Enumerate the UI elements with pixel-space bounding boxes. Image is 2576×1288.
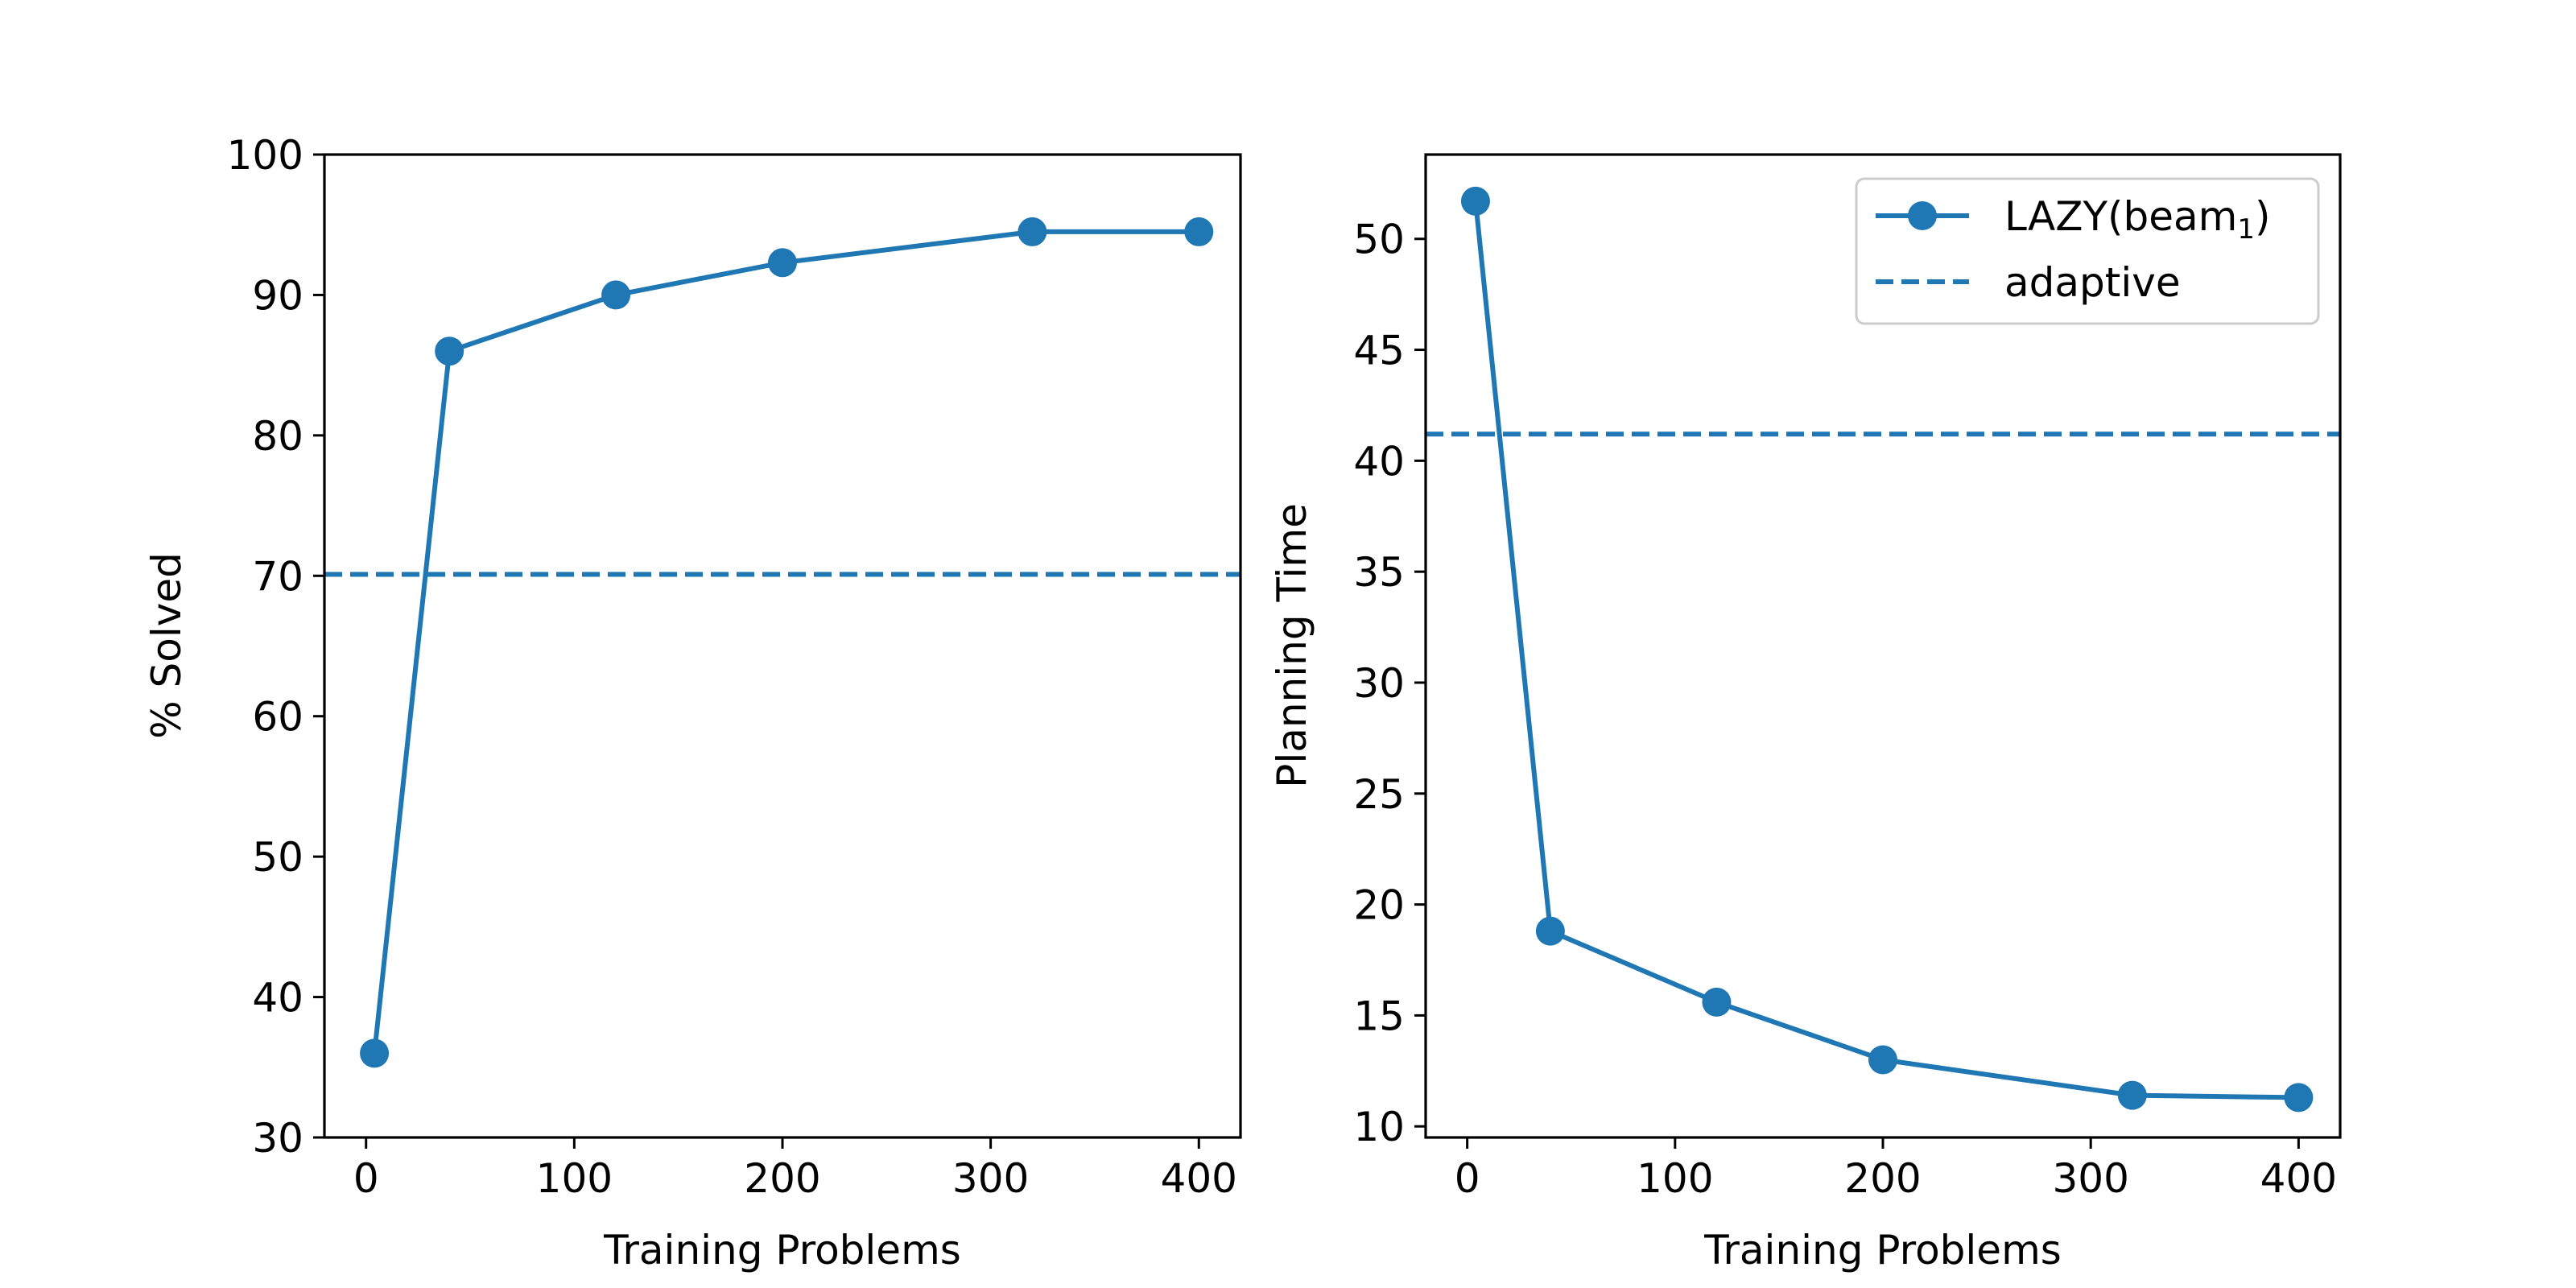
legend-label-lazy-beam-subscript: 1 <box>2237 213 2255 246</box>
data-point-time-5 <box>2284 1083 2314 1113</box>
y-tick-label-time-25: 25 <box>1353 771 1405 818</box>
data-point-solved-1 <box>435 336 464 366</box>
y-tick-label-time-50: 50 <box>1353 217 1405 263</box>
legend-label-lazy-beam-suffix: ) <box>2255 193 2271 240</box>
legend-marker-lazy-beam <box>1908 201 1937 230</box>
x-axis-label-time: Training Problems <box>1703 1227 2062 1274</box>
legend-label-lazy-beam: LAZY(beam1) <box>2004 193 2271 246</box>
y-tick-label-time-15: 15 <box>1353 993 1405 1039</box>
y-tick-label-time-10: 10 <box>1353 1104 1405 1150</box>
data-point-time-4 <box>2117 1080 2147 1110</box>
x-tick-label-time-100: 100 <box>1637 1155 1713 1202</box>
y-axis-label-solved: % Solved <box>143 552 190 739</box>
y-ticks-solved: 30 40 50 60 70 80 90 100 <box>227 132 324 1162</box>
legend-label-adaptive: adaptive <box>2004 259 2181 306</box>
series-line-time <box>1473 200 2299 1100</box>
data-point-time-1 <box>1535 916 1565 946</box>
series-line-solved <box>372 229 1199 1054</box>
y-tick-label-solved-80: 80 <box>252 413 303 460</box>
y-ticks-time: 10 15 20 25 30 35 40 45 50 <box>1353 217 1426 1150</box>
x-ticks-solved: 0 100 200 300 400 <box>353 1137 1237 1202</box>
x-tick-label-solved-300: 300 <box>952 1155 1029 1202</box>
x-tick-label-solved-200: 200 <box>744 1155 820 1202</box>
data-point-time-0 <box>1460 186 1490 216</box>
x-axis-label-solved: Training Problems <box>603 1227 961 1274</box>
chart-planning-time: 0 100 200 300 400 10 15 20 25 30 35 40 45 50 Trainin… <box>1269 153 2342 1274</box>
y-axis-label-time: Planning Time <box>1269 503 1315 788</box>
y-tick-label-solved-30: 30 <box>252 1115 303 1162</box>
data-point-time-2 <box>1702 987 1732 1017</box>
data-point-solved-0 <box>360 1038 390 1068</box>
data-point-time-3 <box>1868 1045 1897 1075</box>
data-point-solved-2 <box>601 280 631 310</box>
y-tick-label-time-30: 30 <box>1353 660 1405 707</box>
y-tick-label-solved-60: 60 <box>252 694 303 741</box>
y-tick-label-time-45: 45 <box>1353 328 1405 374</box>
chart-solved: 0 100 200 300 400 30 40 50 60 70 80 90 100 Training… <box>143 132 1242 1274</box>
y-tick-label-solved-90: 90 <box>252 272 303 319</box>
data-point-solved-4 <box>1018 217 1047 246</box>
y-tick-label-time-20: 20 <box>1353 882 1405 929</box>
data-point-solved-3 <box>768 248 797 278</box>
data-point-solved-5 <box>1184 217 1214 246</box>
x-tick-label-time-200: 200 <box>1844 1155 1921 1202</box>
y-tick-label-solved-40: 40 <box>252 975 303 1022</box>
x-tick-label-time-400: 400 <box>2260 1155 2337 1202</box>
x-tick-label-time-300: 300 <box>2052 1155 2128 1202</box>
series-lazy-beam-time <box>1460 186 2314 1113</box>
legend-box <box>1855 177 2320 325</box>
y-tick-label-time-40: 40 <box>1353 438 1405 485</box>
y-tick-label-time-35: 35 <box>1353 549 1405 596</box>
x-tick-label-solved-0: 0 <box>353 1155 379 1202</box>
x-ticks-time: 0 100 200 300 400 <box>1455 1137 2337 1202</box>
series-lazy-beam-solved <box>360 217 1214 1068</box>
legend-label-lazy-beam-main: LAZY(beam <box>2004 193 2237 240</box>
y-tick-label-solved-100: 100 <box>227 132 303 179</box>
x-tick-label-time-0: 0 <box>1455 1155 1480 1202</box>
y-tick-label-solved-50: 50 <box>252 834 303 881</box>
x-tick-label-solved-400: 400 <box>1161 1155 1237 1202</box>
x-tick-label-solved-100: 100 <box>536 1155 613 1202</box>
y-tick-label-solved-70: 70 <box>252 553 303 600</box>
legend: LAZY(beam1) adaptive <box>1855 177 2320 325</box>
